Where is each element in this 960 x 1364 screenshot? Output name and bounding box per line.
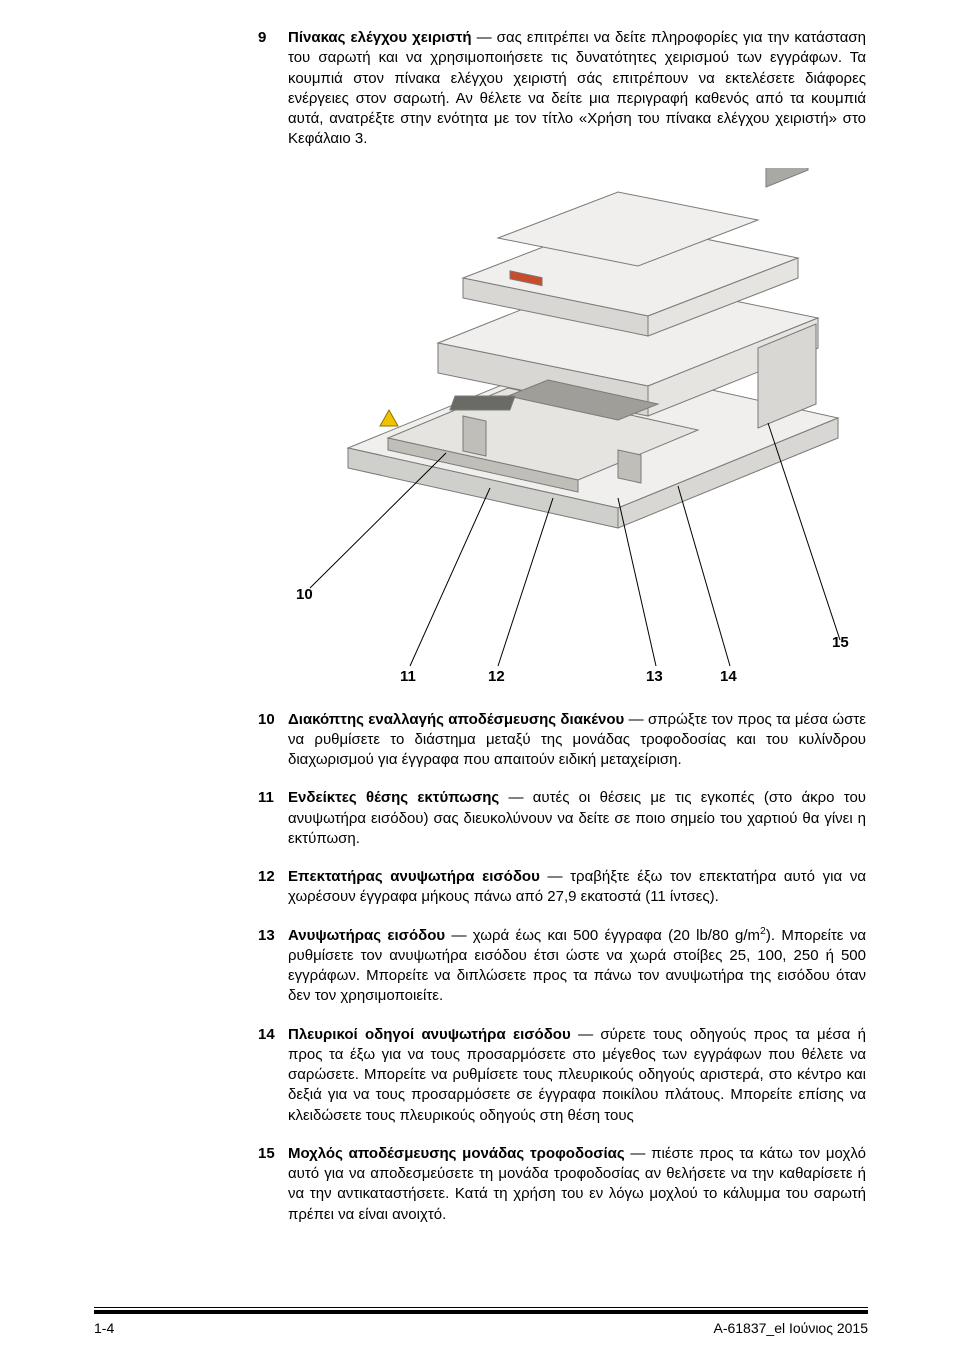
item-9: 9 Πίνακας ελέγχου χειριστή — σας επιτρέπ… bbox=[258, 28, 866, 150]
item-14-title: Πλευρικοί οδηγοί ανυψωτήρα εισόδου bbox=[288, 1026, 571, 1043]
item-13: 13 Ανυψωτήρας εισόδου — χωρά έως και 500… bbox=[258, 926, 866, 1007]
item-10-text: Διακόπτης εναλλαγής αποδέσμευσης διακένο… bbox=[288, 710, 866, 771]
leader-lines bbox=[258, 168, 866, 696]
item-10-num: 10 bbox=[258, 710, 288, 771]
item-13-title: Ανυψωτήρας εισόδου bbox=[288, 927, 445, 944]
item-9-num: 9 bbox=[258, 28, 288, 150]
page-content: 9 Πίνακας ελέγχου χειριστή — σας επιτρέπ… bbox=[258, 28, 866, 1243]
page-footer: 1-4 A-61837_el Ιούνιος 2015 bbox=[94, 1307, 868, 1336]
item-15-title: Μοχλός αποδέσμευσης μονάδας τροφοδοσίας bbox=[288, 1145, 625, 1162]
item-9-body: — σας επιτρέπει να δείτε πληροφορίες για… bbox=[288, 29, 866, 147]
item-10-title: Διακόπτης εναλλαγής αποδέσμευσης διακένο… bbox=[288, 711, 624, 728]
footer-page-num: 1-4 bbox=[94, 1320, 114, 1336]
footer-row: 1-4 A-61837_el Ιούνιος 2015 bbox=[94, 1320, 868, 1336]
item-14-num: 14 bbox=[258, 1025, 288, 1126]
item-13-body-a: — χωρά έως και 500 έγγραφα (20 lb/80 g/m bbox=[445, 927, 760, 944]
item-11-num: 11 bbox=[258, 788, 288, 849]
item-9-text: Πίνακας ελέγχου χειριστή — σας επιτρέπει… bbox=[288, 28, 866, 150]
item-15-text: Μοχλός αποδέσμευσης μονάδας τροφοδοσίας … bbox=[288, 1144, 866, 1225]
callout-14: 14 bbox=[720, 668, 737, 685]
callout-12: 12 bbox=[488, 668, 505, 685]
callout-15: 15 bbox=[832, 634, 849, 651]
scanner-diagram: 10 11 12 13 14 15 bbox=[258, 168, 866, 696]
item-10: 10 Διακόπτης εναλλαγής αποδέσμευσης διακ… bbox=[258, 710, 866, 771]
item-12: 12 Επεκτατήρας ανυψωτήρα εισόδου — τραβή… bbox=[258, 867, 866, 908]
footer-rule-thin bbox=[94, 1307, 868, 1308]
item-12-title: Επεκτατήρας ανυψωτήρα εισόδου bbox=[288, 868, 540, 885]
item-12-num: 12 bbox=[258, 867, 288, 908]
callout-11: 11 bbox=[400, 668, 416, 685]
item-11-text: Ενδείκτες θέσης εκτύπωσης — αυτές οι θέσ… bbox=[288, 788, 866, 849]
item-11: 11 Ενδείκτες θέσης εκτύπωσης — αυτές οι … bbox=[258, 788, 866, 849]
item-15-num: 15 bbox=[258, 1144, 288, 1225]
footer-doc-id: A-61837_el Ιούνιος 2015 bbox=[713, 1320, 868, 1336]
callout-10: 10 bbox=[296, 586, 313, 603]
item-13-num: 13 bbox=[258, 926, 288, 1007]
item-9-title: Πίνακας ελέγχου χειριστή bbox=[288, 29, 472, 46]
footer-rule-thick bbox=[94, 1310, 868, 1314]
item-12-text: Επεκτατήρας ανυψωτήρα εισόδου — τραβήξτε… bbox=[288, 867, 866, 908]
item-11-title: Ενδείκτες θέσης εκτύπωσης bbox=[288, 789, 499, 806]
item-14-text: Πλευρικοί οδηγοί ανυψωτήρα εισόδου — σύρ… bbox=[288, 1025, 866, 1126]
item-15: 15 Μοχλός αποδέσμευσης μονάδας τροφοδοσί… bbox=[258, 1144, 866, 1225]
callout-13: 13 bbox=[646, 668, 663, 685]
item-13-text: Ανυψωτήρας εισόδου — χωρά έως και 500 έγ… bbox=[288, 926, 866, 1007]
item-14: 14 Πλευρικοί οδηγοί ανυψωτήρα εισόδου — … bbox=[258, 1025, 866, 1126]
